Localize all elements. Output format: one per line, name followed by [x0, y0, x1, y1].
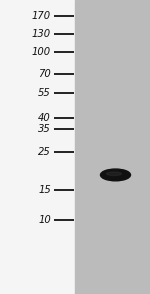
Ellipse shape — [106, 172, 122, 176]
Ellipse shape — [100, 169, 130, 181]
Text: 70: 70 — [38, 69, 51, 79]
Text: 170: 170 — [32, 11, 51, 21]
Text: 130: 130 — [32, 29, 51, 39]
Text: 40: 40 — [38, 113, 51, 123]
Text: 25: 25 — [38, 147, 51, 157]
Text: 35: 35 — [38, 124, 51, 134]
Text: 10: 10 — [38, 215, 51, 225]
Bar — [0, 0, 75, 294]
Text: 100: 100 — [32, 47, 51, 57]
Text: 55: 55 — [38, 88, 51, 98]
Bar — [75, 0, 150, 294]
Text: 15: 15 — [38, 185, 51, 195]
